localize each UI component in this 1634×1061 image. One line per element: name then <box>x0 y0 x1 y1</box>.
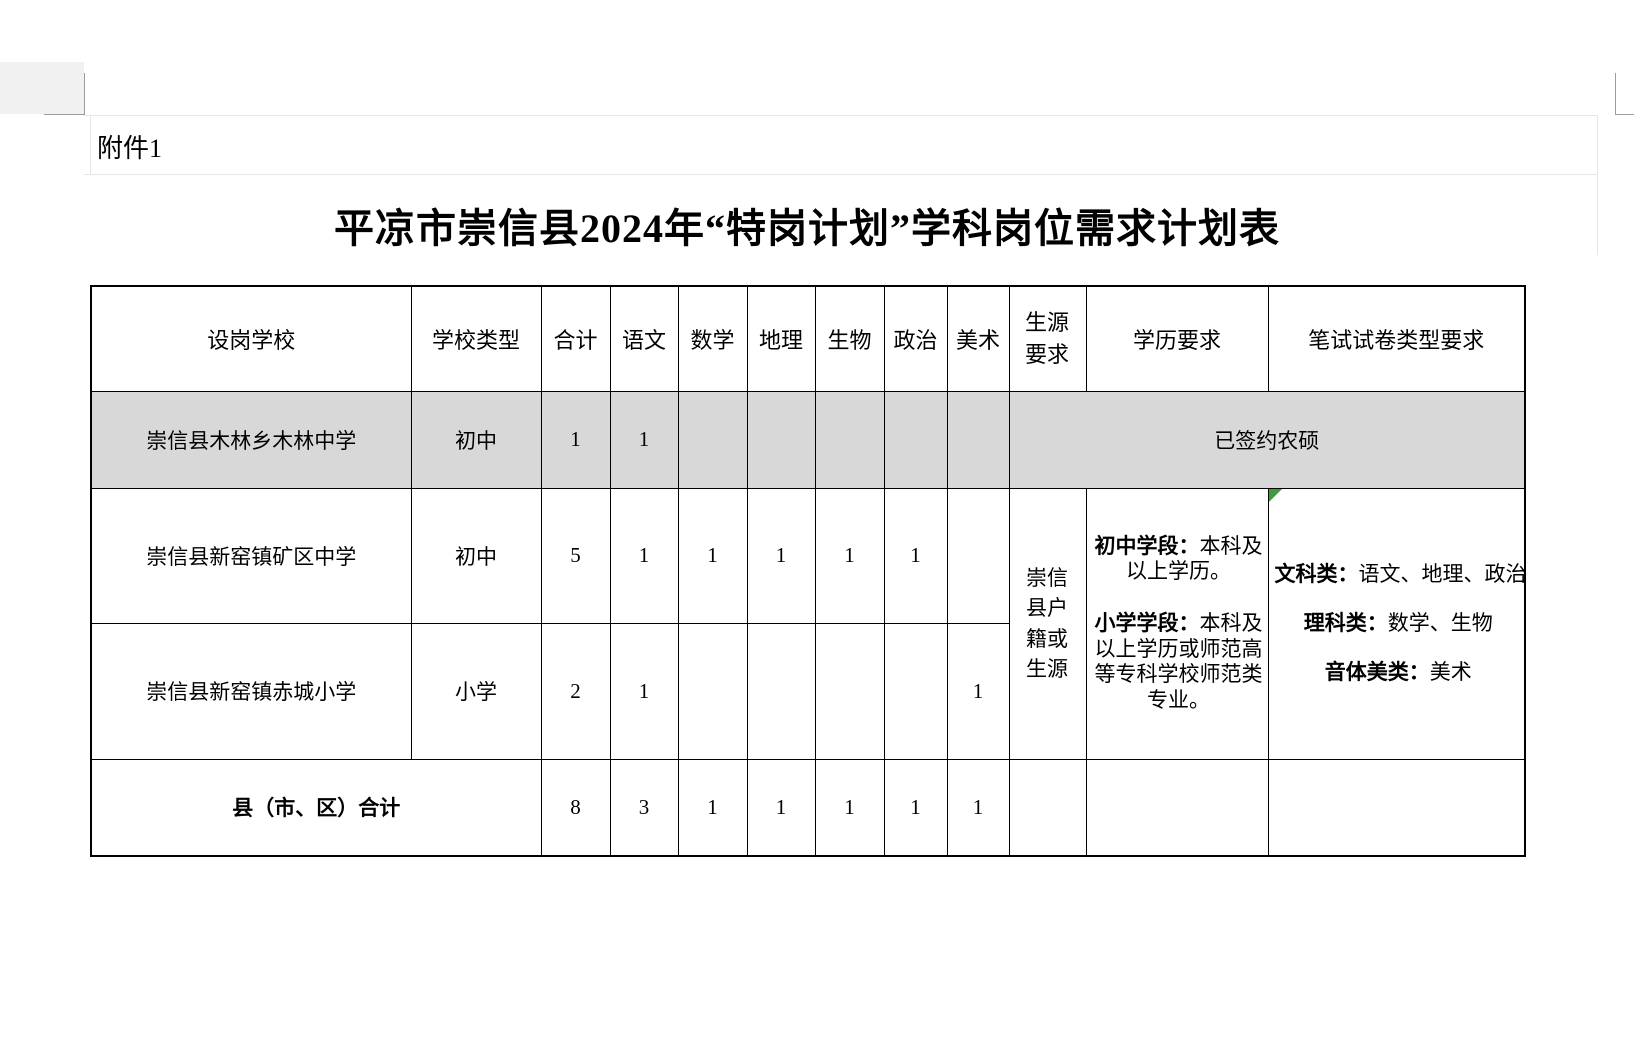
cell-total: 2 <box>540 622 611 760</box>
edu-junior-text: 本科及以上学历。 <box>1126 533 1263 584</box>
cell-school: 崇信县新窑镇矿区中学 <box>90 487 412 624</box>
edu-primary-text: 本科及以上学历或师范高等专科学校师范类专业。 <box>1094 610 1263 712</box>
header-education: 学历要求 <box>1085 285 1269 392</box>
header-biology: 生物 <box>814 285 885 392</box>
cell-geography <box>746 390 816 489</box>
exam-science-line: 理科类：数学、生物 <box>1303 610 1493 635</box>
edu-junior-label: 初中学段： <box>1094 533 1200 558</box>
edu-primary-label: 小学学段： <box>1094 610 1200 635</box>
header-school-type: 学校类型 <box>410 285 542 392</box>
header-student-source: 生源要求 <box>1008 285 1087 392</box>
cell-education-requirement: 初中学段：本科及以上学历。 小学学段：本科及以上学历或师范高等专科学校师范类专业… <box>1085 487 1269 760</box>
header-total: 合计 <box>540 285 611 392</box>
header-art: 美术 <box>946 285 1010 392</box>
cell-geography <box>746 622 816 760</box>
table-header-row: 设岗学校 学校类型 合计 语文 数学 地理 生物 政治 美术 生源要求 学历要求… <box>90 285 1526 392</box>
cell-exam-paper-empty <box>1267 758 1526 857</box>
cell-signed-note: 已签约农硕 <box>1008 390 1526 489</box>
student-source-text: 崇信县户籍或生源 <box>1025 565 1068 681</box>
line-gap <box>1275 587 1523 611</box>
cell-art: 1 <box>946 758 1010 857</box>
sheet-gridline-left-vertical <box>90 115 91 174</box>
page-corner-mark-left-vertical <box>84 73 85 115</box>
paragraph-gap <box>1094 585 1264 611</box>
page-corner-mark-right-vertical <box>1615 73 1616 115</box>
cell-art <box>946 390 1010 489</box>
header-politics: 政治 <box>883 285 948 392</box>
cell-student-source-empty <box>1008 758 1087 857</box>
cell-total: 8 <box>540 758 611 857</box>
page-title: 平凉市崇信县2024年“特岗计划”学科岗位需求计划表 <box>334 206 1280 251</box>
attachment-label: 附件1 <box>97 134 163 163</box>
line-gap <box>1275 636 1523 660</box>
cell-art <box>946 487 1010 624</box>
cell-politics <box>883 622 948 760</box>
cell-geography: 1 <box>746 487 816 624</box>
cell-school: 崇信县新窑镇赤城小学 <box>90 622 412 760</box>
cell-geography: 1 <box>746 758 816 857</box>
cell-total: 1 <box>540 390 611 489</box>
cell-chinese: 1 <box>609 390 679 489</box>
table-row-county-total: 县（市、区）合计 8 3 1 1 1 1 1 <box>90 758 1526 857</box>
cell-math <box>677 622 748 760</box>
cell-biology: 1 <box>814 758 885 857</box>
cell-school: 崇信县木林乡木林中学 <box>90 390 412 489</box>
cell-politics <box>883 390 948 489</box>
header-chinese: 语文 <box>609 285 679 392</box>
cell-school-type: 初中 <box>410 487 542 624</box>
cell-math: 1 <box>677 487 748 624</box>
sheet-gridline-right-vertical <box>1597 115 1598 255</box>
table-row-mulin-middle-school: 崇信县木林乡木林中学 初中 1 1 已签约农硕 <box>90 390 1526 489</box>
cell-comment-marker-icon <box>1269 489 1282 502</box>
cell-math <box>677 390 748 489</box>
cell-student-source-requirement: 崇信县户籍或生源 <box>1008 487 1087 760</box>
page-edge-shade-left <box>0 62 84 114</box>
cell-biology <box>814 390 885 489</box>
cell-county-total-label: 县（市、区）合计 <box>90 758 542 857</box>
header-student-source-text: 生源要求 <box>1024 309 1069 367</box>
page-corner-mark-left-horizontal <box>44 114 84 115</box>
page-corner-mark-right-horizontal <box>1615 114 1634 115</box>
cell-exam-paper-requirement: 文科类：语文、地理、政治 理科类：数学、生物 音体美类：美术 <box>1267 487 1526 760</box>
table-row-chicheng-primary-school: 崇信县新窑镇赤城小学 小学 2 1 1 <box>90 622 1525 760</box>
exam-liberal-line: 文科类：语文、地理、政治 <box>1274 561 1525 586</box>
cell-total: 5 <box>540 487 611 624</box>
sheet-gridline-top <box>84 115 1597 116</box>
cell-education-empty <box>1085 758 1269 857</box>
header-school: 设岗学校 <box>90 285 412 392</box>
cell-chinese: 1 <box>609 622 679 760</box>
cell-biology: 1 <box>814 487 885 624</box>
cell-chinese: 1 <box>609 487 679 624</box>
sheet-gridline-below-attachment <box>84 174 1597 175</box>
cell-school-type: 小学 <box>410 622 542 760</box>
cell-chinese: 3 <box>609 758 679 857</box>
cell-politics: 1 <box>883 758 948 857</box>
header-exam-paper: 笔试试卷类型要求 <box>1267 285 1526 392</box>
cell-school-type: 初中 <box>410 390 542 489</box>
position-demand-table: 设岗学校 学校类型 合计 语文 数学 地理 生物 政治 美术 生源要求 学历要求… <box>90 285 1526 857</box>
header-geography: 地理 <box>746 285 816 392</box>
header-math: 数学 <box>677 285 748 392</box>
cell-math: 1 <box>677 758 748 857</box>
cell-politics: 1 <box>883 487 948 624</box>
exam-arts-line: 音体美类：美术 <box>1324 660 1472 685</box>
table-row-kuangqu-middle-school: 崇信县新窑镇矿区中学 初中 5 1 1 1 1 1 崇信县户籍或生源 初中学段：… <box>90 487 1526 760</box>
cell-art: 1 <box>946 622 1010 760</box>
cell-biology <box>814 622 885 760</box>
